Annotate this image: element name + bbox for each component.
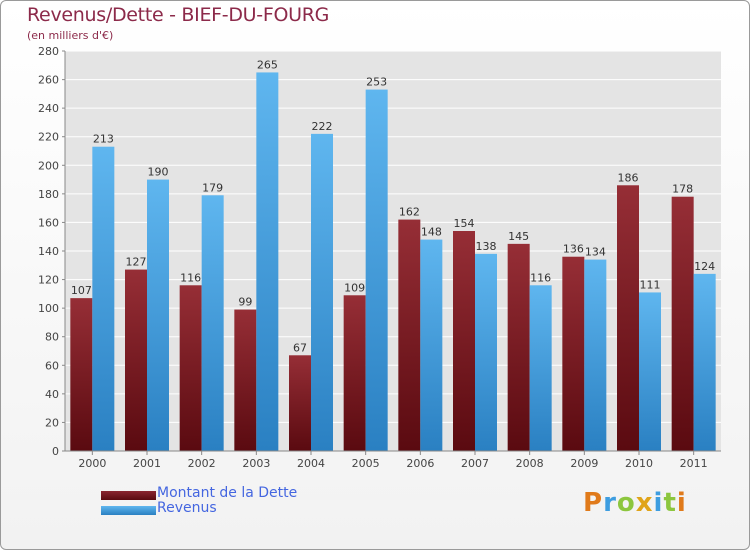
data-label-debt-2001: 127: [126, 256, 147, 269]
x-tick-label: 2010: [625, 457, 653, 470]
y-tick-label: 60: [45, 359, 59, 372]
bar-revenus-2004: [311, 133, 333, 451]
data-label-revenus-2009: 134: [585, 246, 606, 259]
bar-debt-2001: [125, 269, 147, 451]
x-tick-label: 2001: [133, 457, 161, 470]
data-label-debt-2009: 136: [563, 243, 584, 256]
data-label-revenus-2001: 190: [148, 166, 169, 179]
bar-revenus-2006: [420, 239, 443, 451]
x-tick-label: 2003: [242, 457, 270, 470]
legend-swatch-debt: [101, 491, 156, 500]
bar-debt-2002: [179, 285, 202, 451]
bar-revenus-2002: [201, 195, 224, 451]
bar-debt-2005: [343, 295, 366, 451]
bar-revenus-2000: [92, 146, 115, 451]
y-tick-label: 180: [38, 188, 59, 201]
y-tick-label: 220: [38, 131, 59, 144]
x-tick-label: 2002: [188, 457, 216, 470]
x-tick-label: 2009: [570, 457, 598, 470]
data-label-revenus-2011: 124: [694, 260, 715, 273]
x-tick-label: 2004: [297, 457, 325, 470]
data-label-revenus-2010: 111: [640, 278, 661, 291]
bar-debt-2006: [398, 219, 421, 451]
proxiti-logo: Proxiti: [583, 488, 687, 518]
y-tick-label: 140: [38, 245, 59, 258]
bar-debt-2003: [234, 309, 257, 451]
x-tick-label: 2007: [461, 457, 489, 470]
logo-letter: t: [663, 488, 677, 518]
bar-revenus-2009: [584, 259, 607, 451]
data-label-debt-2003: 99: [238, 296, 252, 309]
y-tick-label: 0: [52, 445, 59, 458]
x-tick-label: 2005: [352, 457, 380, 470]
bar-revenus-2010: [639, 292, 661, 451]
bar-revenus-2005: [365, 89, 388, 452]
legend-label-debt: Montant de la Dette: [157, 485, 298, 501]
data-label-revenus-2008: 116: [530, 271, 551, 284]
legend-label-revenus: Revenus: [157, 500, 217, 516]
bar-revenus-2001: [147, 179, 169, 452]
bar-debt-2007: [453, 231, 475, 451]
data-label-debt-2010: 186: [618, 171, 639, 184]
bar-revenus-2007: [475, 253, 497, 451]
data-label-debt-2008: 145: [508, 230, 529, 243]
logo-letter: P: [583, 488, 604, 518]
data-label-revenus-2000: 213: [93, 133, 114, 146]
data-label-revenus-2007: 138: [476, 240, 497, 253]
x-tick-label: 2011: [680, 457, 708, 470]
data-label-debt-2002: 116: [180, 271, 201, 284]
logo-letter: x: [635, 488, 654, 518]
bar-debt-2009: [562, 256, 585, 451]
data-label-revenus-2003: 265: [257, 58, 278, 71]
bar-debt-2011: [671, 196, 694, 451]
logo-letter: i: [676, 488, 687, 518]
axes: 0 20 40 60 80 100 120 140 160 180 200 220 240 260 280 2…: [38, 45, 721, 470]
data-label-revenus-2005: 253: [366, 76, 387, 89]
chart-subtitle: (en milliers d'€): [27, 29, 114, 42]
y-tick-label: 200: [38, 159, 59, 172]
y-tick-label: 80: [45, 331, 59, 344]
x-tick-label: 2000: [78, 457, 106, 470]
bar-debt-2000: [70, 298, 93, 451]
bar-revenus-2003: [256, 72, 279, 451]
y-tick-label: 20: [45, 416, 59, 429]
legend-swatch-revenus: [101, 506, 156, 515]
grid: [65, 50, 721, 452]
bar-debt-2004: [289, 355, 311, 451]
y-tick-label: 280: [38, 45, 59, 58]
bar-revenus-2008: [529, 285, 552, 451]
y-tick-label: 100: [38, 302, 59, 315]
y-tick-label: 120: [38, 274, 59, 287]
logo-letter: i: [653, 488, 664, 518]
data-label-debt-2007: 154: [454, 217, 475, 230]
data-label-debt-2006: 162: [399, 206, 420, 219]
logo-letter: o: [616, 488, 636, 518]
logo-letter: r: [603, 488, 617, 518]
x-tick-label: 2006: [406, 457, 434, 470]
data-label-revenus-2002: 179: [202, 181, 223, 194]
data-label-revenus-2006: 148: [421, 226, 442, 239]
data-label-debt-2000: 107: [71, 284, 92, 297]
data-label-debt-2004: 67: [293, 341, 307, 354]
y-tick-label: 160: [38, 216, 59, 229]
y-tick-label: 260: [38, 74, 59, 87]
y-tick-label: 40: [45, 388, 59, 401]
bar-debt-2010: [617, 185, 639, 452]
bars: [70, 72, 716, 452]
data-label-revenus-2004: 222: [312, 120, 333, 133]
bar-debt-2008: [507, 243, 530, 451]
chart-title: Revenus/Dette - BIEF-DU-FOURG: [27, 4, 330, 26]
x-tick-label: 2008: [516, 457, 544, 470]
bar-revenus-2011: [693, 273, 716, 451]
data-labels: 107 213 127 190 116 179 99 265 67 222 109 253 162148…: [71, 58, 715, 354]
y-tick-label: 240: [38, 102, 59, 115]
data-label-debt-2011: 178: [672, 183, 693, 196]
data-label-debt-2005: 109: [344, 281, 365, 294]
